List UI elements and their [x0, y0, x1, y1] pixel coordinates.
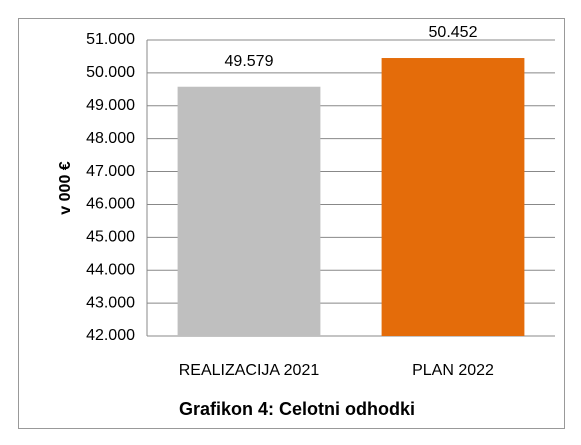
y-tick-label: 46.000 [86, 196, 135, 213]
value-label: 49.579 [225, 53, 274, 70]
value-label: 50.452 [429, 24, 478, 41]
y-tick-label: 47.000 [86, 163, 135, 180]
y-axis-label: v 000 € [57, 161, 74, 214]
chart-title: Grafikon 4: Celotni odhodki [179, 399, 415, 419]
y-tick-label: 45.000 [86, 229, 135, 246]
y-tick-label: 44.000 [86, 261, 135, 278]
y-tick-label: 42.000 [86, 327, 135, 344]
y-tick-label: 51.000 [86, 31, 135, 48]
y-tick-label: 49.000 [86, 97, 135, 114]
bar [177, 86, 321, 336]
x-tick-label: REALIZACIJA 2021 [179, 362, 320, 379]
bar [381, 58, 525, 337]
y-tick-label: 43.000 [86, 294, 135, 311]
y-tick-label: 48.000 [86, 130, 135, 147]
x-tick-label: PLAN 2022 [412, 362, 494, 379]
y-tick-label: 50.000 [86, 64, 135, 81]
